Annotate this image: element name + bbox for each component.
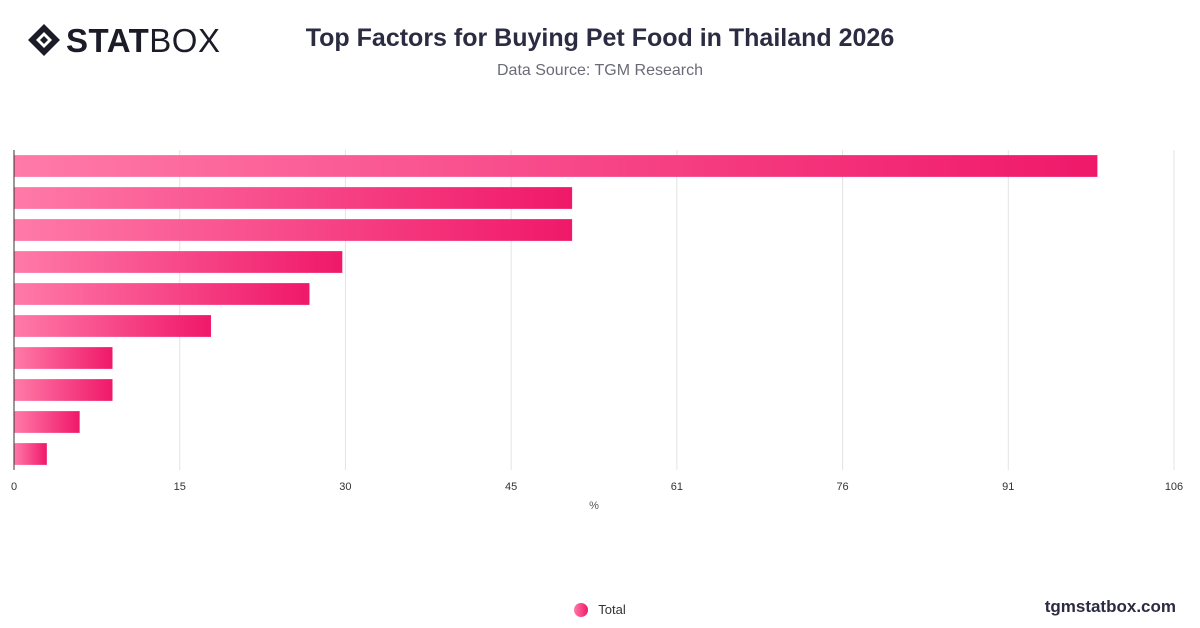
logo-text-light: BOX bbox=[149, 21, 221, 59]
statbox-diamond-icon bbox=[28, 24, 60, 56]
x-tick-label: 61 bbox=[671, 481, 683, 493]
x-tick-label: 45 bbox=[505, 481, 517, 493]
bar[interactable] bbox=[14, 315, 211, 337]
bar[interactable] bbox=[14, 187, 573, 209]
bar[interactable] bbox=[14, 219, 573, 241]
bar[interactable] bbox=[14, 379, 113, 401]
x-tick-label: 91 bbox=[1002, 481, 1014, 493]
statbox-logo: STATBOX bbox=[26, 22, 220, 58]
x-axis-label: % bbox=[589, 500, 599, 512]
x-tick-label: 106 bbox=[1165, 481, 1183, 493]
legend-marker-icon bbox=[574, 602, 589, 617]
legend[interactable]: Total bbox=[0, 602, 1200, 617]
x-tick-label: 76 bbox=[836, 481, 848, 493]
x-tick-label: 15 bbox=[174, 481, 186, 493]
bars bbox=[14, 155, 1098, 465]
bar[interactable] bbox=[14, 443, 47, 465]
bar[interactable] bbox=[14, 155, 1098, 177]
grid-lines bbox=[179, 150, 1175, 470]
chart-subtitle: Data Source: TGM Research bbox=[496, 62, 703, 79]
logo-text-strong: STAT bbox=[66, 21, 150, 59]
bar[interactable] bbox=[14, 347, 113, 369]
legend-label-total: Total bbox=[598, 602, 626, 617]
x-tick-label: 30 bbox=[339, 481, 351, 493]
watermark: tgmstatbox.com bbox=[1044, 597, 1176, 616]
x-tick-label: 0 bbox=[11, 481, 17, 493]
logo-wordmark: STATBOX bbox=[66, 24, 220, 57]
bar[interactable] bbox=[14, 283, 310, 305]
x-tick-labels: 0 15 30 45 61 76 91 106 bbox=[11, 481, 1183, 493]
bar[interactable] bbox=[14, 251, 343, 273]
chart-title: Top Factors for Buying Pet Food in Thail… bbox=[305, 24, 895, 52]
bar[interactable] bbox=[14, 411, 80, 433]
